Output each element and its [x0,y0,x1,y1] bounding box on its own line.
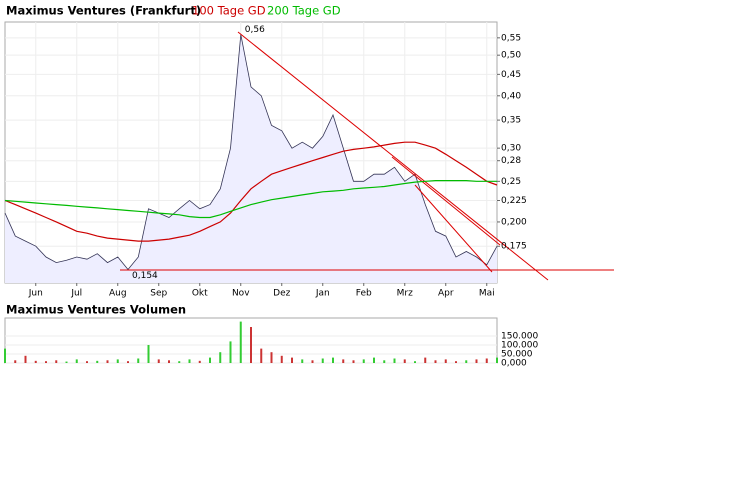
volume-bar [332,357,334,363]
volume-bar [280,355,283,363]
x-tick-label: Okt [192,289,208,299]
y-tick-label: 50.000 [501,350,533,360]
y-tick-label: 0,30 [501,144,521,154]
volume-bar [250,327,252,363]
average-line [4,180,497,219]
volume-bar [424,357,427,363]
volume-bar [4,348,6,363]
volume-bar [219,352,222,363]
volume-bar [96,360,99,363]
volume-bar [106,360,109,363]
volume-bar [496,357,498,363]
volume-bar [455,361,457,363]
volume-bar [414,361,416,363]
annotation: 0,56 [245,25,265,35]
legend-entry: 200 Tage GD [267,4,341,18]
y-tick-label: 0,000 [501,359,527,369]
volume-bar [137,358,140,363]
volume-bar [270,352,273,363]
volume-bar [485,358,488,363]
volume-bar [444,359,447,363]
volume-bar [260,348,263,363]
y-tick-label: 0,175 [501,242,527,252]
volume-bar [34,360,37,363]
trend-line [237,31,549,281]
chart-title: Maximus Ventures (Frankfurt) [6,4,201,18]
volume-bar [393,358,396,363]
volume-bar [127,361,129,363]
volume-bar [362,359,365,363]
volume-bar [75,359,78,363]
y-tick-label: 100.000 [501,341,538,351]
volume-bar [168,360,170,363]
volume-bar [209,357,211,363]
trend-line [414,184,493,273]
volume-bar [116,359,119,363]
y-tick-label: 0,28 [501,156,521,166]
volume-bar [229,341,232,363]
volume-bar [188,359,191,363]
volume-bar [291,357,293,363]
volume-bar [321,358,324,363]
annotation: 0,154 [132,271,158,281]
x-tick-label: Aug [109,289,127,299]
volume-bar [342,359,345,363]
volume-bar [403,359,406,363]
x-tick-label: Dez [273,289,290,299]
x-tick-label: Jul [70,289,82,299]
average-line [4,141,498,242]
volume-bar [86,361,88,363]
x-tick-label: Sep [150,289,167,299]
trend-line [391,156,501,246]
volume-bar [157,359,160,363]
x-tick-label: Mrz [397,289,413,299]
price-area [5,34,497,283]
x-tick-label: Apr [438,289,454,299]
volume-bar [475,359,478,363]
volume-bar [198,360,201,363]
volume-bar [311,360,314,363]
x-tick-label: Mai [479,289,495,299]
volume-bar [373,357,375,363]
volume-bar [65,361,68,363]
y-tick-label: 0,25 [501,177,521,187]
y-tick-label: 0,225 [501,196,527,206]
volume-bar [465,360,468,363]
legend-entry: 100 Tage GD [192,4,266,18]
x-tick-label: Jan [315,289,330,299]
x-tick-label: Feb [356,289,372,299]
volume-bar [55,360,58,363]
volume-bar [239,321,242,363]
volume-bar [24,355,27,363]
volume-bar [301,359,304,363]
volume-bar [45,361,47,363]
x-tick-label: Jun [28,289,43,299]
volume-bar [178,361,181,363]
y-tick-label: 150.000 [501,332,538,342]
volume-bar [352,360,355,363]
y-tick-label: 0,200 [501,217,527,227]
y-tick-label: 0,50 [501,51,521,61]
trend-lines [120,31,614,281]
y-tick-label: 0,55 [501,33,521,43]
chart-title: Maximus Ventures Volumen [6,303,186,317]
y-tick-label: 0,40 [501,91,521,101]
volume-bar [383,360,386,363]
volume-bar [434,360,437,363]
x-tick-label: Nov [232,289,250,299]
y-tick-label: 0,35 [501,116,521,126]
volume-bar [14,360,17,363]
y-tick-label: 0,45 [501,70,521,80]
volume-bar [147,345,150,363]
